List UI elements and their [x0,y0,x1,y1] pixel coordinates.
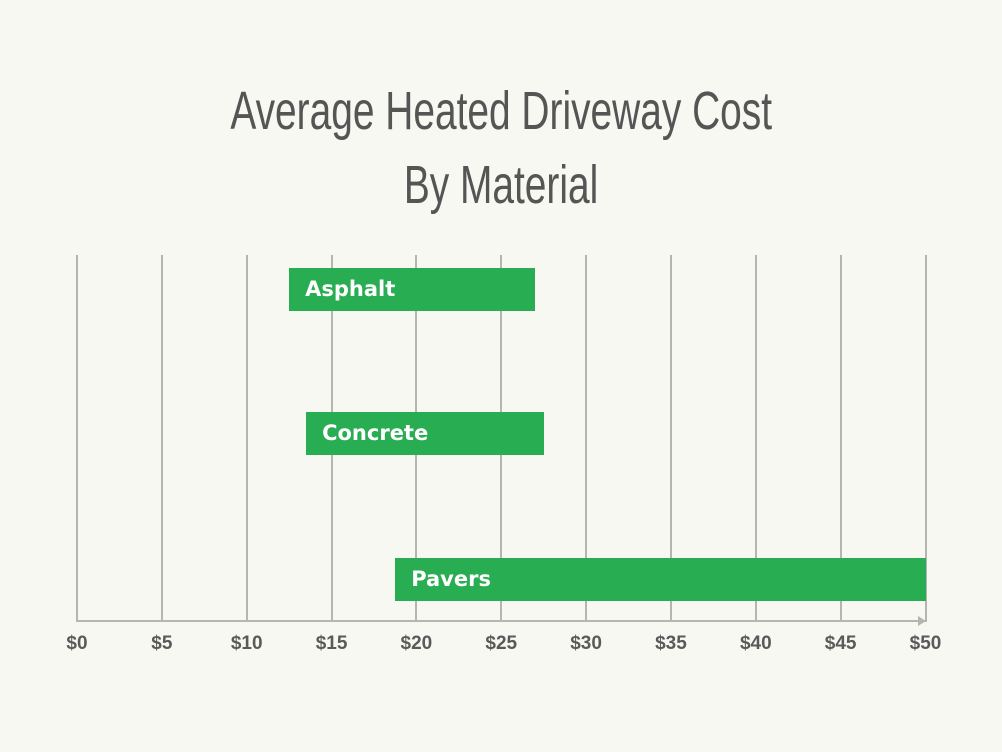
x-tick-label: $30 [570,633,602,654]
bar-asphalt: Asphalt [289,268,536,311]
x-tick-label: $5 [151,633,173,654]
x-tick-label: $10 [230,633,263,654]
x-tick-label: $40 [739,633,772,654]
bar-concrete: Concrete [306,412,544,455]
gridline [754,255,757,622]
x-tick-label: $15 [315,633,348,654]
bar-pavers: Pavers [395,558,926,601]
bar-label: Concrete [322,421,429,445]
x-tick-label: $35 [655,633,687,654]
gridline [669,255,672,622]
x-tick-label: $20 [400,633,433,654]
gridline [245,255,248,622]
gridline [585,255,588,622]
bar-label: Asphalt [305,277,396,301]
gridline [839,255,842,622]
x-tick-label: $50 [909,633,942,654]
x-axis-arrow-icon [918,616,926,626]
chart-title-line-1: Average Heated Driveway Cost [230,81,772,141]
x-axis-line [77,620,925,622]
bar-label: Pavers [411,567,491,591]
x-tick-label: $45 [824,633,857,654]
gridline [160,255,163,622]
x-tick-label: $0 [66,633,88,654]
x-tick-label: $25 [485,633,518,654]
gridline [924,255,927,622]
gridline [76,255,78,622]
chart-title-line-2: By Material [403,155,599,215]
